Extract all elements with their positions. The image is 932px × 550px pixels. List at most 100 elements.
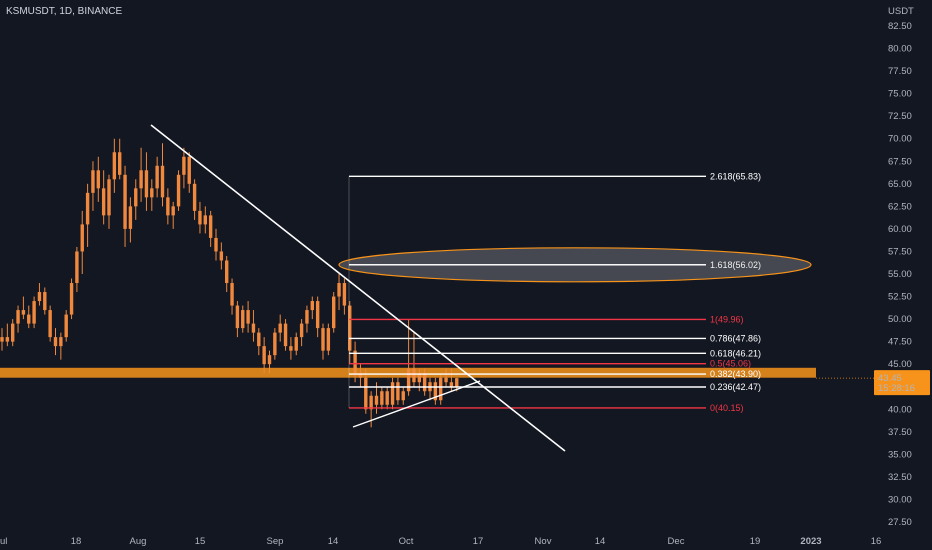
time-tick-label: 14 bbox=[328, 536, 339, 547]
candle-body bbox=[449, 382, 454, 387]
candle bbox=[358, 364, 363, 387]
candle-body bbox=[385, 391, 389, 405]
time-axis[interactable]: ul 18 Aug 15 Sep 14 Oct 17 Nov 14 Dec 19 2023 16 bbox=[0, 536, 881, 547]
time-tick-label: 2023 bbox=[800, 536, 821, 547]
candle bbox=[369, 391, 373, 428]
candle-body bbox=[406, 368, 411, 392]
candle bbox=[187, 152, 191, 193]
candle-body bbox=[53, 337, 58, 347]
candle-body bbox=[107, 179, 111, 216]
candle-body bbox=[139, 170, 143, 189]
candle bbox=[176, 170, 181, 211]
price-axis[interactable]: 82.50 80.00 77.50 75.00 72.50 70.00 67.50 65.00… bbox=[874, 21, 930, 528]
candle bbox=[406, 319, 411, 396]
candle bbox=[16, 305, 20, 333]
candle bbox=[246, 301, 250, 333]
candle-body bbox=[37, 292, 42, 302]
candle bbox=[380, 386, 384, 410]
trend-drawings[interactable] bbox=[150, 124, 812, 452]
candle-body bbox=[80, 224, 84, 252]
candle bbox=[192, 179, 197, 220]
candle bbox=[342, 278, 347, 315]
time-tick-label: 18 bbox=[71, 536, 82, 547]
candle bbox=[283, 319, 288, 351]
candle bbox=[267, 350, 272, 374]
price-tick-label: 40.00 bbox=[888, 404, 912, 415]
candle-body bbox=[123, 174, 127, 229]
time-tick-label: 17 bbox=[473, 536, 484, 547]
candle bbox=[385, 386, 389, 410]
price-tick-label: 62.50 bbox=[888, 201, 912, 212]
candle bbox=[353, 341, 357, 383]
price-tick-label: 67.50 bbox=[888, 156, 912, 167]
candle-body bbox=[396, 382, 400, 401]
candle-body bbox=[315, 301, 320, 329]
candle bbox=[134, 179, 138, 220]
time-tick-label: Nov bbox=[535, 536, 552, 547]
candle bbox=[32, 296, 36, 329]
candle-body bbox=[171, 206, 175, 216]
candle-body bbox=[241, 310, 245, 329]
candle bbox=[299, 319, 304, 347]
candle-body bbox=[5, 337, 10, 342]
fib-level-label: 0.382(43.90) bbox=[710, 369, 761, 379]
chart-title: KSMUSDT, 1D, BINANCE bbox=[6, 6, 122, 17]
candle-body bbox=[101, 188, 106, 216]
fib-level-label: 1(49.96) bbox=[710, 314, 744, 324]
candle-body bbox=[27, 314, 31, 324]
candle bbox=[160, 143, 165, 207]
candle-body bbox=[43, 292, 47, 311]
candle-body bbox=[251, 323, 256, 333]
candle-body bbox=[214, 237, 218, 252]
candle-body bbox=[444, 377, 448, 383]
candle bbox=[27, 305, 31, 329]
candle bbox=[37, 283, 42, 306]
candle bbox=[144, 152, 149, 211]
candle bbox=[337, 274, 341, 311]
candle-body bbox=[91, 170, 95, 193]
candle bbox=[11, 319, 15, 347]
candle-body bbox=[32, 301, 36, 324]
candle-body bbox=[262, 346, 266, 365]
candle bbox=[203, 206, 207, 234]
candle bbox=[310, 296, 314, 320]
candle-body bbox=[417, 373, 421, 383]
candle bbox=[21, 296, 26, 320]
candle bbox=[321, 323, 325, 360]
fib-level-label: 0.236(42.47) bbox=[710, 382, 761, 392]
candle bbox=[422, 368, 427, 396]
time-tick-label: Sep bbox=[267, 536, 284, 547]
candle bbox=[69, 278, 74, 320]
candle-body bbox=[112, 152, 117, 180]
candle-body bbox=[353, 350, 357, 374]
candle bbox=[315, 296, 320, 338]
candle-body bbox=[150, 188, 154, 198]
candle-body bbox=[64, 314, 68, 338]
price-tick-label: 77.50 bbox=[888, 66, 912, 77]
candle-body bbox=[75, 251, 79, 284]
candle-body bbox=[278, 323, 282, 333]
candle-body bbox=[433, 382, 438, 401]
candle-body bbox=[187, 156, 191, 184]
candle-body bbox=[326, 328, 331, 351]
time-tick-label: 16 bbox=[871, 536, 882, 547]
candle-body bbox=[16, 310, 20, 324]
candle-body bbox=[0, 337, 4, 342]
candle-body bbox=[364, 377, 368, 410]
candle bbox=[230, 278, 234, 315]
candle-body bbox=[219, 251, 224, 261]
candle bbox=[139, 147, 143, 202]
candle bbox=[80, 210, 84, 274]
candle-body bbox=[208, 215, 213, 238]
current-price-label: 43.45 bbox=[878, 373, 902, 384]
candle-body bbox=[342, 283, 347, 306]
candle-body bbox=[289, 346, 293, 351]
candle bbox=[262, 337, 266, 374]
candle bbox=[289, 337, 293, 360]
candle-body bbox=[160, 165, 165, 198]
candle bbox=[273, 328, 277, 360]
candle-body bbox=[166, 197, 170, 216]
descending-trendline bbox=[150, 124, 566, 452]
